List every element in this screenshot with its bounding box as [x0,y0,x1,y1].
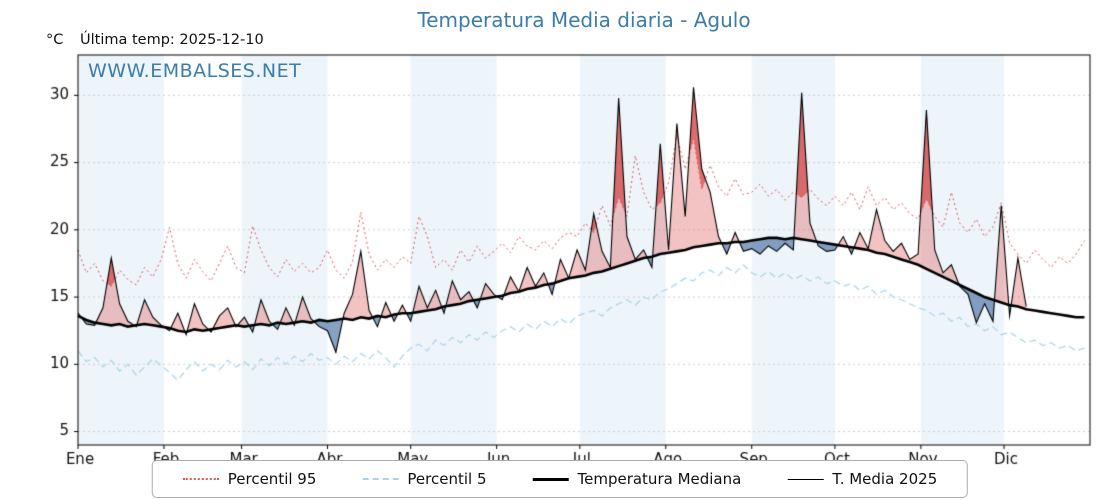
y-axis-unit-label: °C [46,32,64,48]
last-temp-label: Última temp: 2025-12-10 [80,32,264,48]
percentil5-line-icon [362,478,399,480]
chart-legend: Percentil 95 Percentil 5 Temperatura Media… [151,460,969,498]
percentil95-line-icon [182,478,219,480]
mediana-line-icon [532,477,569,481]
legend-item: Percentil 95 [182,470,317,488]
legend-label: T. Media 2025 [832,470,938,488]
legend-label: Percentil 5 [407,470,487,488]
legend-label: Temperatura Mediana [577,470,742,488]
tmedia-line-icon [787,478,824,480]
chart-title: Temperatura Media diaria - Agulo [417,8,751,32]
legend-item: T. Media 2025 [787,470,937,488]
watermark-text: WWW.EMBALSES.NET [88,60,302,82]
legend-label: Percentil 95 [227,470,317,488]
legend-item: Temperatura Mediana [532,470,741,488]
legend-item: Percentil 5 [362,470,486,488]
